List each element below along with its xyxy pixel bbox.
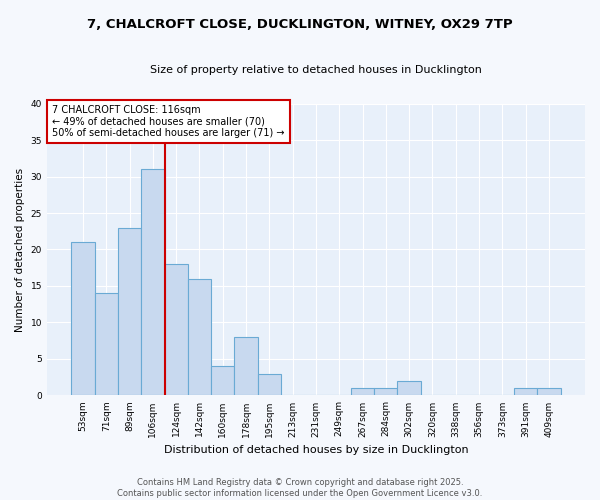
- Bar: [235, 337, 258, 396]
- Bar: [351, 388, 374, 396]
- Title: Size of property relative to detached houses in Ducklington: Size of property relative to detached ho…: [150, 65, 482, 75]
- Bar: [374, 388, 397, 396]
- Bar: [95, 294, 118, 396]
- Text: 7 CHALCROFT CLOSE: 116sqm
← 49% of detached houses are smaller (70)
50% of semi-: 7 CHALCROFT CLOSE: 116sqm ← 49% of detac…: [52, 105, 285, 138]
- Bar: [164, 264, 188, 396]
- Bar: [537, 388, 560, 396]
- Bar: [514, 388, 537, 396]
- Bar: [118, 228, 141, 396]
- Bar: [141, 169, 164, 396]
- Bar: [258, 374, 281, 396]
- Text: 7, CHALCROFT CLOSE, DUCKLINGTON, WITNEY, OX29 7TP: 7, CHALCROFT CLOSE, DUCKLINGTON, WITNEY,…: [87, 18, 513, 30]
- Text: Contains HM Land Registry data © Crown copyright and database right 2025.
Contai: Contains HM Land Registry data © Crown c…: [118, 478, 482, 498]
- Bar: [188, 278, 211, 396]
- Bar: [211, 366, 235, 396]
- X-axis label: Distribution of detached houses by size in Ducklington: Distribution of detached houses by size …: [164, 445, 468, 455]
- Bar: [397, 381, 421, 396]
- Bar: [71, 242, 95, 396]
- Y-axis label: Number of detached properties: Number of detached properties: [15, 168, 25, 332]
